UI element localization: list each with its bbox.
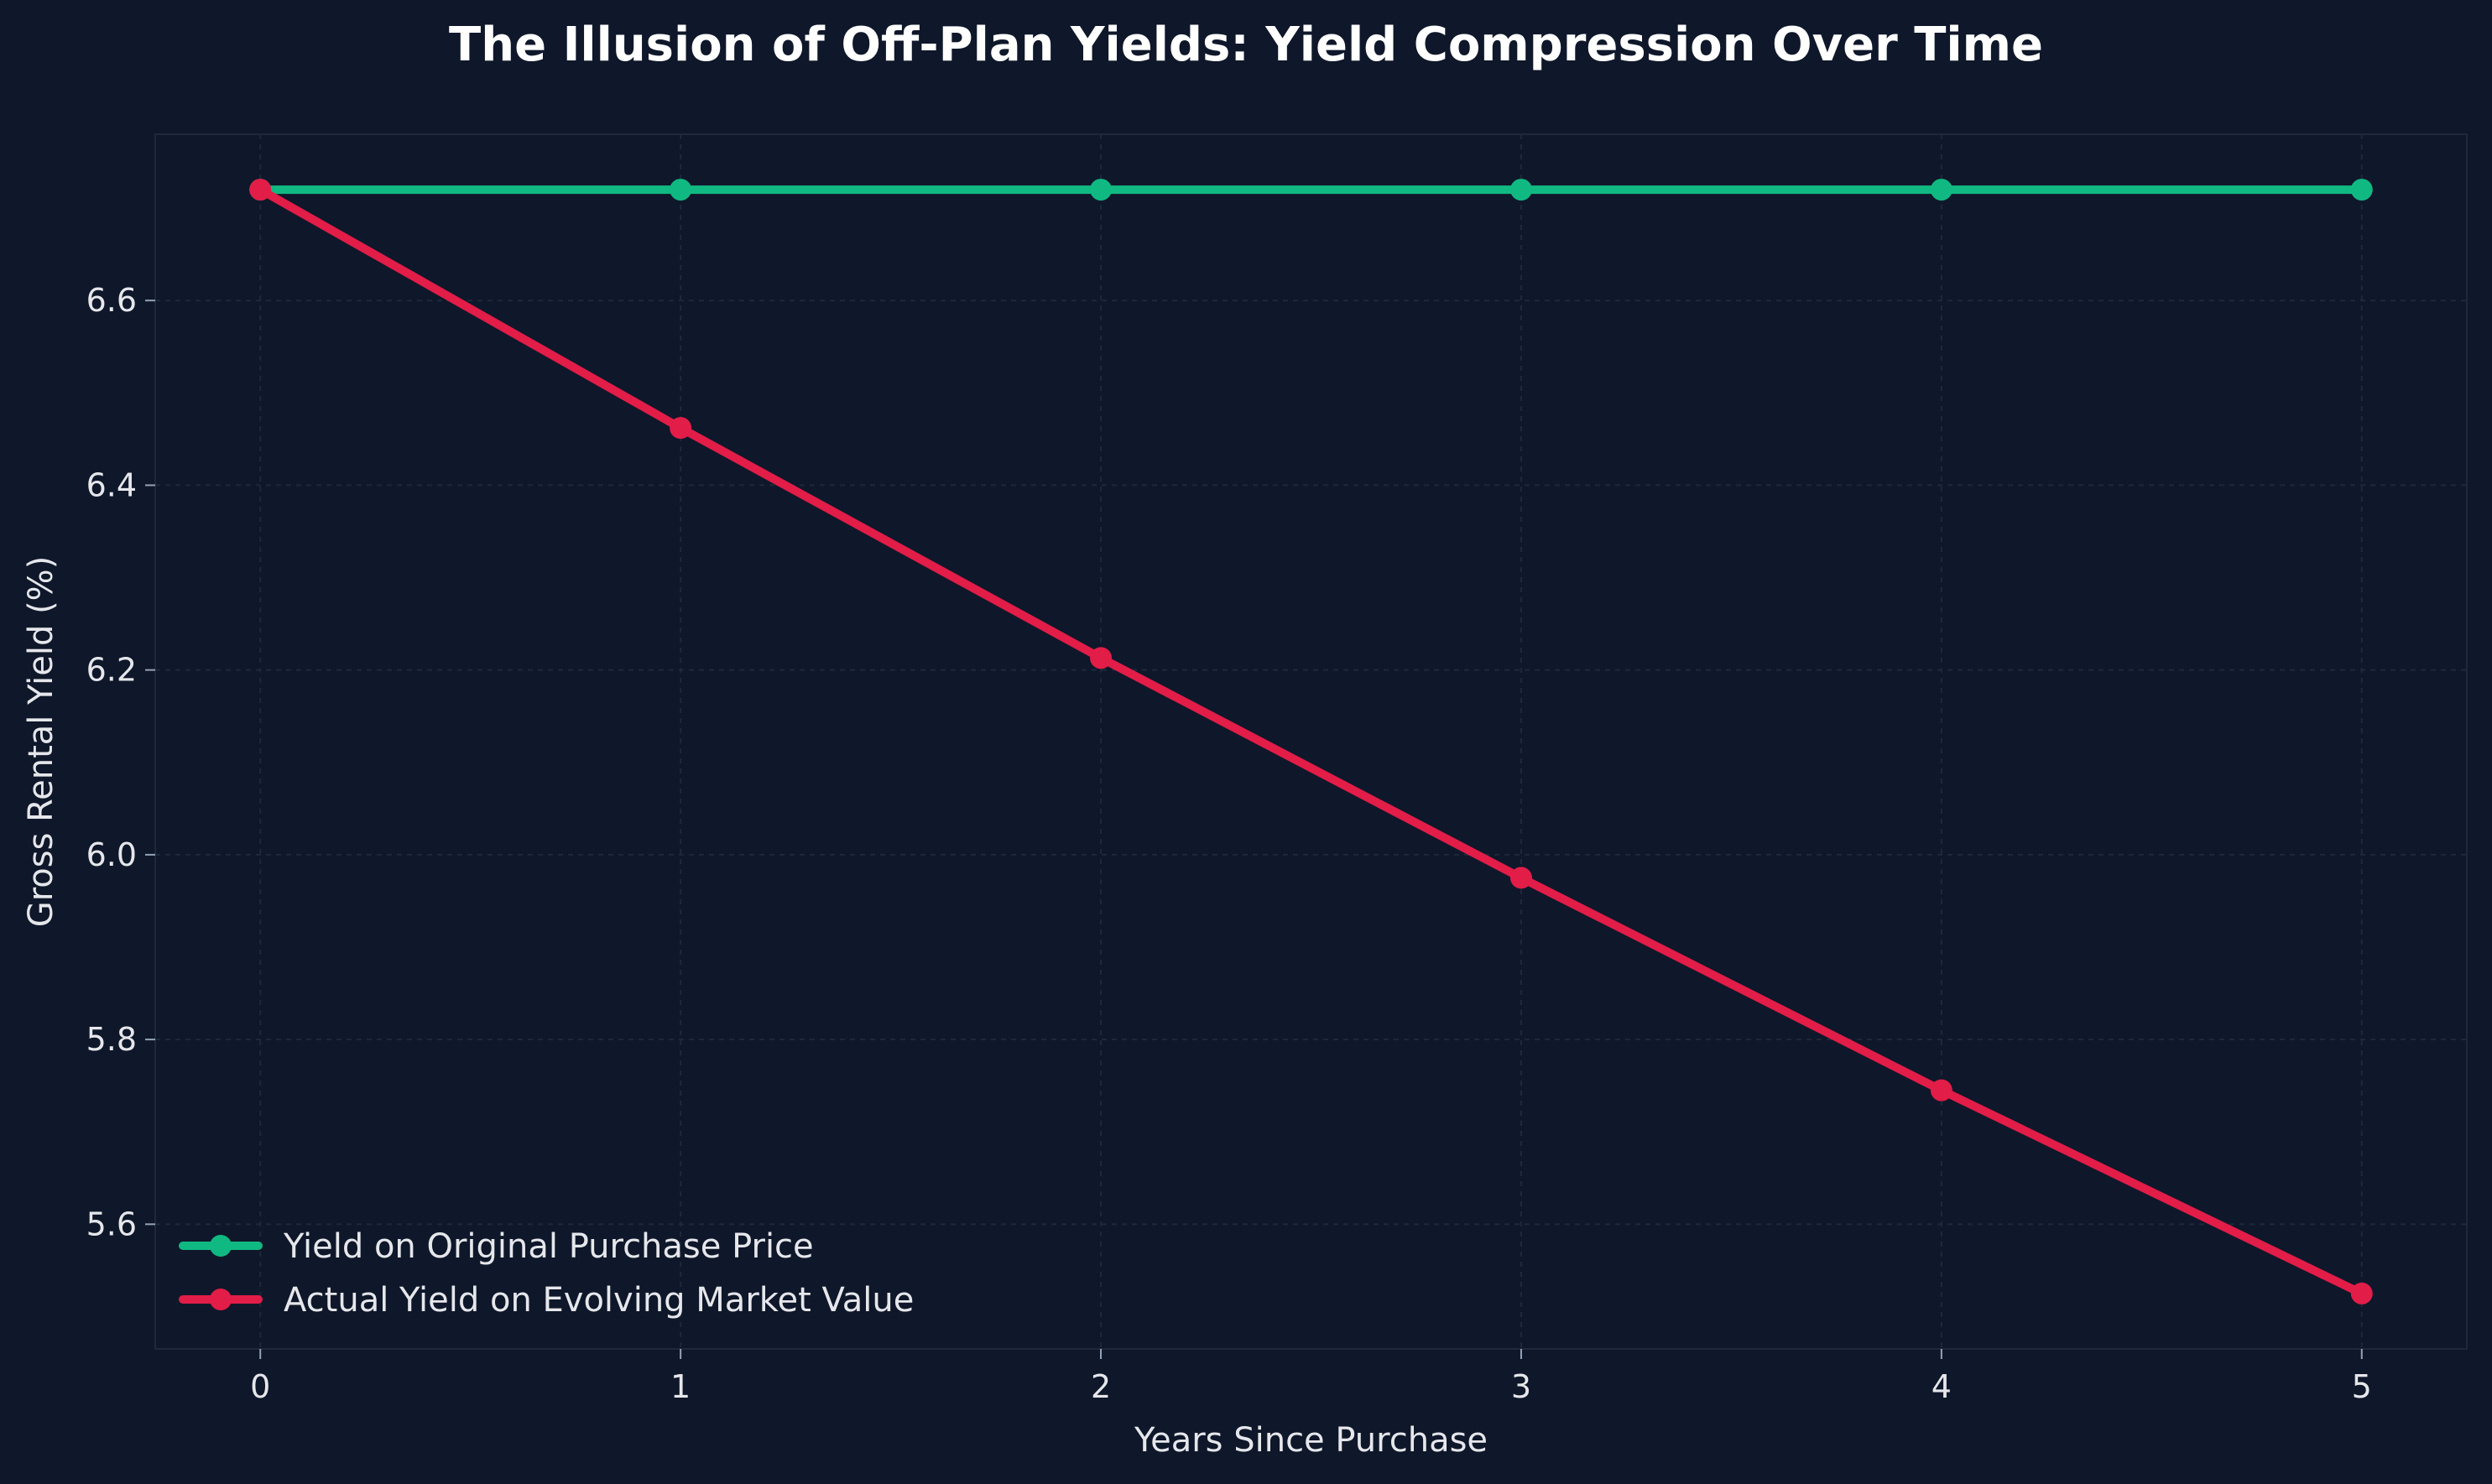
y-tick-label: 6.0: [86, 836, 137, 873]
data-point: [2350, 1282, 2373, 1304]
y-tick-label: 5.6: [86, 1205, 137, 1242]
data-point: [1930, 1079, 1952, 1101]
x-tick-label: 3: [1511, 1368, 1531, 1405]
series-layer: [249, 179, 2373, 1304]
legend: Yield on Original Purchase Price Actual Y…: [179, 1227, 914, 1320]
plot-area: [154, 133, 2468, 1350]
legend-swatch-marker: [210, 1289, 232, 1310]
x-tick-label: 4: [1932, 1368, 1952, 1405]
x-axis-label: Years Since Purchase: [1134, 1421, 1488, 1460]
chart-title: The Illusion of Off-Plan Yields: Yield C…: [449, 18, 2043, 72]
legend-label: Actual Yield on Evolving Market Value: [284, 1281, 914, 1320]
data-point: [670, 179, 692, 201]
y-tick-label: 6.2: [86, 652, 137, 689]
x-tick-label: 1: [670, 1368, 691, 1405]
x-tick-label: 0: [250, 1368, 270, 1405]
y-axis-label: Gross Rental Yield (%): [22, 556, 60, 928]
legend-item: Actual Yield on Evolving Market Value: [179, 1281, 914, 1320]
x-tick-label: 2: [1091, 1368, 1111, 1405]
grid-layer: [155, 134, 2467, 1349]
data-point: [670, 417, 692, 440]
series-line: [256, 185, 2366, 1298]
legend-item: Yield on Original Purchase Price: [179, 1227, 814, 1266]
legend-label: Yield on Original Purchase Price: [283, 1227, 814, 1266]
data-point: [1509, 179, 1532, 201]
data-point: [1090, 647, 1113, 669]
data-point: [1930, 179, 1952, 201]
y-tick-label: 6.4: [86, 466, 137, 503]
y-tick-label: 5.8: [86, 1021, 137, 1058]
series-2: [249, 179, 2373, 1304]
legend-swatch-marker: [210, 1235, 232, 1257]
data-point: [1509, 867, 1532, 889]
x-tick-label: 5: [2352, 1368, 2372, 1405]
data-point: [1090, 179, 1113, 201]
data-point: [2350, 179, 2373, 201]
data-point: [249, 179, 272, 201]
y-tick-label: 6.6: [86, 282, 137, 319]
ticks-layer: 0 1 2 3 4 5 5.6 5.8 6.0 6.2 6.4 6.6: [86, 282, 2372, 1405]
